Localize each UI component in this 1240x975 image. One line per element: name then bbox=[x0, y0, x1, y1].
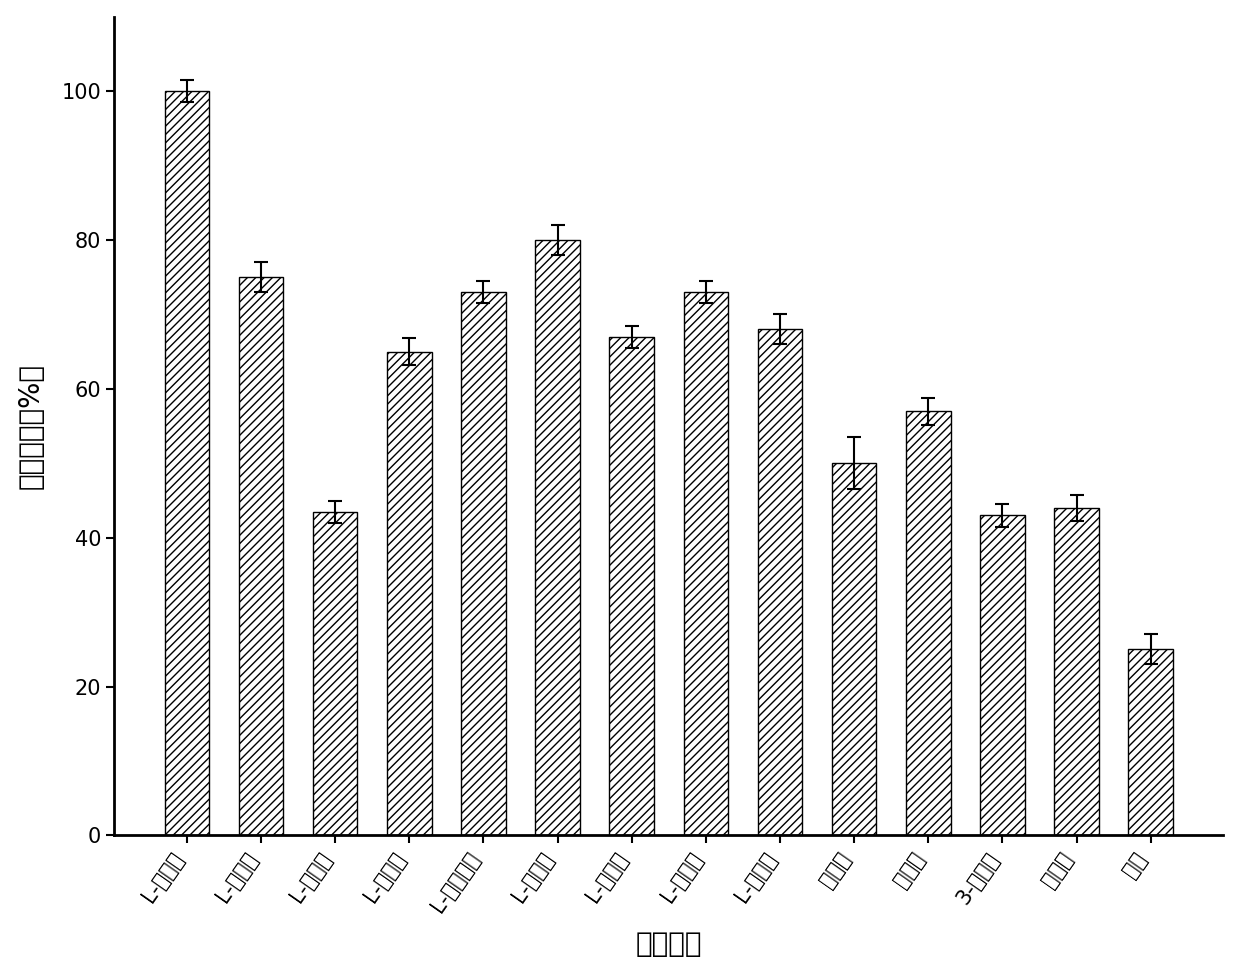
Bar bbox=[312, 512, 357, 836]
Bar bbox=[387, 352, 432, 836]
Bar bbox=[1054, 508, 1099, 836]
Bar bbox=[683, 292, 728, 836]
Bar bbox=[461, 292, 506, 836]
Bar bbox=[980, 516, 1024, 836]
Bar bbox=[758, 330, 802, 836]
Bar bbox=[536, 240, 580, 836]
X-axis label: 氨基供体: 氨基供体 bbox=[636, 930, 702, 958]
Y-axis label: 相对酶活（%）: 相对酶活（%） bbox=[16, 363, 45, 489]
Bar bbox=[906, 411, 951, 836]
Bar bbox=[239, 277, 283, 836]
Bar bbox=[1128, 649, 1173, 836]
Bar bbox=[832, 463, 877, 836]
Bar bbox=[165, 91, 210, 836]
Bar bbox=[610, 336, 653, 836]
